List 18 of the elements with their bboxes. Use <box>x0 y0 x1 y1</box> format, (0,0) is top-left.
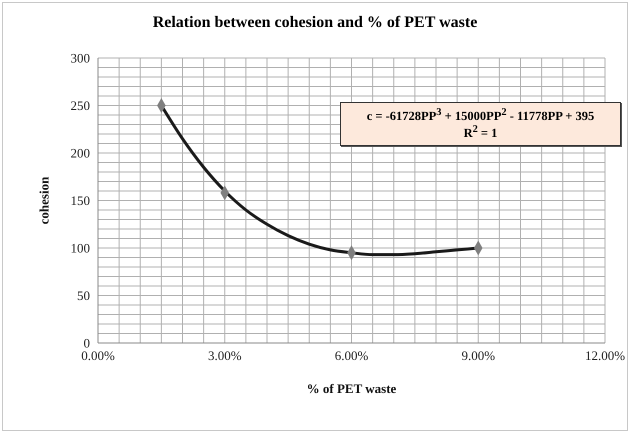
y-tick-label: 250 <box>70 98 90 114</box>
x-axis-title: % of PET waste <box>306 381 397 396</box>
annotation: c = -61728PP$^{3}$ + 15000PP$^{2}$ - 11778PP + 395 <box>366 107 596 124</box>
y-axis-title: cohesion <box>36 176 52 224</box>
equation-box: c = -61728PP$^{3}$ + 15000PP$^{2}$ - 11778PP + 395 R$^{2}$ = 1 <box>340 102 621 146</box>
x-tick-label: 3.00% <box>208 348 242 364</box>
annotation: R$^{2}$ = 1 <box>462 124 498 142</box>
y-tick-label: 150 <box>70 193 90 208</box>
y-tick-label: 100 <box>70 240 90 256</box>
chart-title: Relation between cohesion and % of PET waste <box>152 14 478 32</box>
x-tick-label: 0.00% <box>81 348 115 364</box>
y-tick-label: 50 <box>77 288 90 304</box>
y-tick-label: 0 <box>84 336 90 351</box>
y-tick-label: 300 <box>70 50 90 66</box>
x-tick-label: 12.00% <box>584 348 626 364</box>
x-tick-label: 9.00% <box>461 348 496 364</box>
y-tick-label: 200 <box>70 146 90 161</box>
x-tick-label: 6.00% <box>334 348 368 364</box>
